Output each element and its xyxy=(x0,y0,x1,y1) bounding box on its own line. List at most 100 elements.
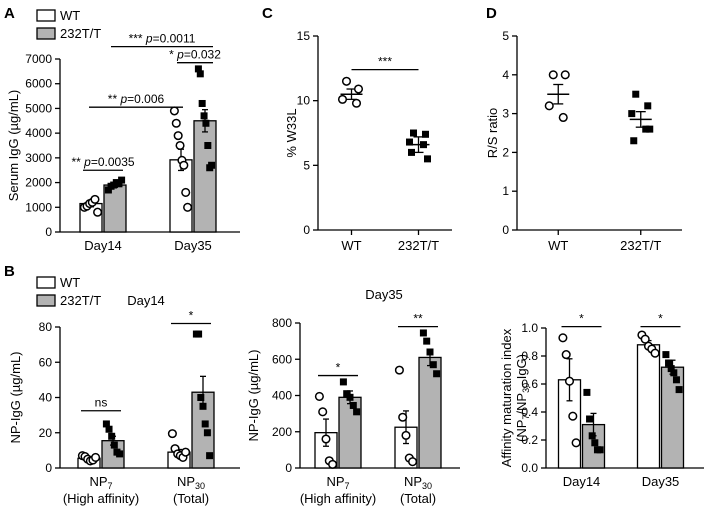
chart-b1-y-tick-label-0: 0 xyxy=(45,461,52,475)
chart-b3-point-1-1-1 xyxy=(665,359,673,367)
chart-d-point-1-4 xyxy=(630,137,638,145)
chart-b3-sig-day35: * xyxy=(640,312,681,328)
chart-b3-point-1-0-0 xyxy=(583,388,591,396)
chart-b2-x-label-0: NP7(High affinity) xyxy=(300,474,376,506)
chart-b2-point-0-1-1 xyxy=(398,412,408,422)
chart-a-y-tick-label-5: 5000 xyxy=(25,101,52,115)
chart-d-y-tick-label-0: 0 xyxy=(502,223,509,237)
svg-text:NP30: NP30 xyxy=(177,474,205,491)
chart-b3-point-0-0-1 xyxy=(561,350,571,360)
legend-b-mut-swatch xyxy=(36,294,56,307)
chart-a-sig-wt: ** p=0.006 xyxy=(89,92,183,108)
chart-b2-sig-np7: * xyxy=(318,361,358,377)
chart-d-y-tick-label-2: 2 xyxy=(502,145,509,159)
chart-d-x-label-0: WT xyxy=(548,238,568,253)
chart-b3-point-0-0-2 xyxy=(564,376,575,386)
chart-a-bar-mut-1 xyxy=(193,120,217,233)
chart-b3-point-0-0-3 xyxy=(568,411,578,421)
svg-text:(High affinity): (High affinity) xyxy=(300,491,376,506)
chart-a-point-0-1-7 xyxy=(183,202,193,212)
chart-a-point-0-1-3 xyxy=(175,140,185,151)
svg-text:*: * xyxy=(658,312,663,326)
chart-a-x-label-1: Day35 xyxy=(174,238,212,253)
svg-text:*** p=0.0011: *** p=0.0011 xyxy=(129,32,196,46)
chart-b1-y-tick-label-1: 20 xyxy=(39,426,53,440)
chart-a-y-tick-label-2: 2000 xyxy=(25,176,52,190)
svg-text:NP7: NP7 xyxy=(89,474,112,491)
chart-b2-y-tick-label-2: 400 xyxy=(272,389,292,403)
legend-b-wt-label: WT xyxy=(60,275,80,290)
chart-c-y-tick-label-2: 10 xyxy=(297,94,311,108)
chart-b1-point-1-1-4 xyxy=(201,420,209,428)
chart-a-y-tick-label-3: 3000 xyxy=(25,151,52,165)
chart-c-point-1-4 xyxy=(408,148,415,156)
chart-a-y-axis-label: Serum IgG (µg/mL) xyxy=(6,90,21,202)
chart-a-point-1-1-2 xyxy=(198,99,206,107)
chart-d-point-1-5 xyxy=(646,125,654,133)
chart-d-y-tick-label-5: 5 xyxy=(502,29,509,43)
chart-b3-x-label-0: Day14 xyxy=(563,474,601,489)
chart-b3-point-0-0-4 xyxy=(571,438,581,448)
svg-text:Affinity maturation index: Affinity maturation index xyxy=(499,328,514,467)
chart-b2-y-axis-label: NP-IgG (µg/mL) xyxy=(246,349,261,441)
chart-a-sig-day14: ** p=0.0035 xyxy=(71,155,135,171)
chart-c-point-0-1 xyxy=(353,84,364,94)
chart-a-y-tick-label-0: 0 xyxy=(45,225,52,239)
chart-d-y-axis-label: R/S ratio xyxy=(485,108,500,159)
chart-b3-point-0-1-4 xyxy=(650,348,660,358)
chart-b1-point-0-1-5 xyxy=(181,447,191,457)
chart-d-point-0-0 xyxy=(548,70,558,80)
chart-d-point-1-0 xyxy=(632,90,640,98)
chart-b3-x-label-1: Day35 xyxy=(642,474,680,489)
legend-b-mut-label: 232T/T xyxy=(60,293,101,308)
chart-a-point-1-1-5 xyxy=(204,142,212,149)
chart-a-y-tick-label-7: 7000 xyxy=(25,52,52,66)
chart-b1-sig-np30: * xyxy=(171,308,211,325)
chart-a-y-tick-label-6: 6000 xyxy=(25,77,52,91)
legend-a-wt-label: WT xyxy=(60,8,80,23)
chart-b3-point-1-0-3 xyxy=(591,439,599,447)
chart-a-point-0-0-5 xyxy=(93,207,103,217)
chart-c-y-axis-label: % W33L xyxy=(284,108,299,157)
panel-letter-b: B xyxy=(4,263,15,280)
svg-text:** p=0.006: ** p=0.006 xyxy=(108,92,165,106)
chart-c-point-0-0 xyxy=(341,76,352,86)
chart-b3-point-1-1-2 xyxy=(667,365,675,373)
chart-b1-point-0-1-0 xyxy=(167,429,177,439)
svg-text:ns: ns xyxy=(95,396,108,410)
chart-b2-point-0-0-0 xyxy=(314,391,324,401)
chart-a-sig-day35: * p=0.032 xyxy=(169,48,221,64)
panel-letter-d: D xyxy=(486,5,497,22)
chart-b2-point-1-0-4 xyxy=(353,408,361,416)
chart-c-x-label-0: WT xyxy=(341,238,361,253)
svg-text:** p=0.0035: ** p=0.0035 xyxy=(71,155,134,169)
chart-a-point-0-1-2 xyxy=(173,131,183,141)
chart-a-x-label-0: Day14 xyxy=(84,238,122,253)
chart-b1-title: Day14 xyxy=(127,293,165,308)
chart-b3-bar-wt-1 xyxy=(636,344,661,469)
chart-b2-x-label-1: NP30(Total) xyxy=(400,474,436,506)
svg-text:Day35: Day35 xyxy=(642,474,680,489)
chart-b2-point-1-0-0 xyxy=(339,378,347,386)
chart-b1-point-1-1-1 xyxy=(195,330,203,338)
chart-a-point-0-1-6 xyxy=(181,187,191,198)
legend-a-mut-label: 232T/T xyxy=(60,26,101,41)
chart-b1-point-1-0-0 xyxy=(102,420,110,428)
chart-c-point-1-5 xyxy=(424,155,431,163)
chart-b1-point-0-0-5 xyxy=(91,452,101,462)
chart-d-point-0-3 xyxy=(558,112,568,123)
chart-b3-point-0-0-0 xyxy=(558,333,568,343)
chart-b3-point-1-0-5 xyxy=(596,446,604,454)
chart-b2-title: Day35 xyxy=(365,287,403,302)
chart-d-point-1-1 xyxy=(644,102,652,110)
chart-c-point-1-0 xyxy=(410,129,417,137)
chart-c-point-1-1 xyxy=(422,130,429,138)
chart-c-point-1-2 xyxy=(406,138,413,146)
chart-a-point-1-0-0 xyxy=(104,186,112,194)
panel-letter-a: A xyxy=(4,5,15,22)
chart-d-point-0-1 xyxy=(560,70,570,80)
chart-a-point-0-1-0 xyxy=(169,106,179,116)
chart-b1-point-1-0-1 xyxy=(105,425,113,433)
svg-text:Day14: Day14 xyxy=(84,238,122,253)
chart-a-point-1-1-0 xyxy=(194,65,202,73)
